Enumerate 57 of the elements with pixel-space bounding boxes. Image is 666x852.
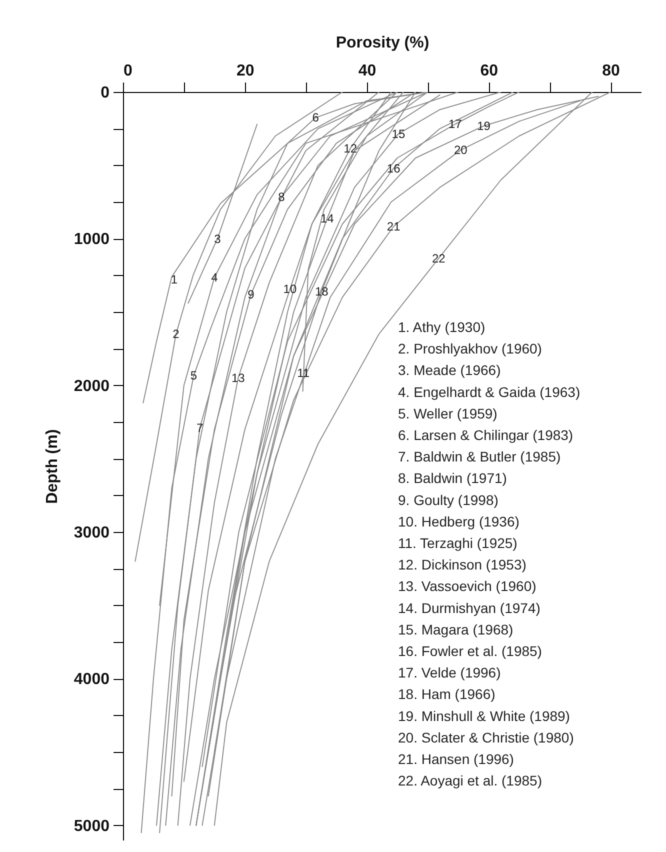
annotation: 15. Magara (1968) <box>398 621 514 638</box>
annotation: 1. Athy (1930) <box>398 319 486 335</box>
y-tick-label: 5000 <box>74 818 110 835</box>
annotation: 5 <box>190 368 198 383</box>
x-tick-label: 20 <box>236 62 254 80</box>
annotation: 16 <box>386 161 401 176</box>
annotation: 8 <box>278 190 286 204</box>
annotation: 16. Fowler et al. (1985) <box>398 643 542 659</box>
y-axis-title: Depth (m) <box>44 429 61 504</box>
annotation: 3 <box>214 232 222 246</box>
annotation: 20 <box>454 143 468 158</box>
x-axis-title: Porosity (%) <box>336 34 430 52</box>
annotation: 17. Velde (1996) <box>398 664 501 681</box>
x-tick-label: 0 <box>124 62 132 80</box>
y-tick-label: 2000 <box>74 378 110 395</box>
annotation: 9 <box>248 287 255 302</box>
x-tick-label: 40 <box>358 62 376 80</box>
annotation: 19 <box>477 118 491 133</box>
annotation: 17 <box>448 117 462 132</box>
annotation: 10. Hedberg (1936) <box>398 513 520 530</box>
x-tick-label: 60 <box>480 62 498 80</box>
annotation: 6 <box>312 110 320 125</box>
annotation: 4. Engelhardt & Gaida (1963) <box>398 384 580 400</box>
annotation: 7. Baldwin & Butler (1985) <box>398 448 561 465</box>
annotation: 12. Dickinson (1953) <box>398 556 526 573</box>
y-tick-label: 0 <box>100 84 110 102</box>
annotation: 6. Larsen & Chilingar (1983) <box>398 427 574 443</box>
annotation: 11 <box>297 366 310 380</box>
annotation: 1 <box>170 272 178 287</box>
y-tick-label: 1000 <box>74 231 110 248</box>
y-tick-label: 4000 <box>74 671 110 688</box>
annotation: 13. Vassoevich (1960) <box>398 578 536 594</box>
annotation: 7 <box>196 420 204 435</box>
annotation: 12 <box>344 141 358 156</box>
x-tick-label: 80 <box>602 62 620 80</box>
annotation: 14 <box>320 212 334 226</box>
annotation: 11. Terzaghi (1925) <box>398 535 518 551</box>
annotation: 5. Weller (1959) <box>398 405 498 422</box>
annotation: 21 <box>386 219 401 234</box>
annotation: 20. Sclater & Christie (1980) <box>398 729 574 746</box>
annotation: 21. Hansen (1996) <box>398 751 514 767</box>
annotation: 9. Goulty (1998) <box>398 492 498 508</box>
annotation: 13 <box>232 371 246 385</box>
annotation: 18 <box>314 284 329 298</box>
annotation: 22. Aoyagi et al. (1985) <box>398 772 542 789</box>
annotation: 14. Durmishyan (1974) <box>398 600 540 616</box>
annotation: 22 <box>432 251 446 266</box>
annotation: 10 <box>283 282 297 296</box>
annotation: 19. Minshull & White (1989) <box>398 708 570 724</box>
annotation: 8. Baldwin (1971) <box>398 470 507 486</box>
y-tick-label: 3000 <box>74 524 110 542</box>
annotation: 4 <box>211 270 218 285</box>
annotation: 18. Ham (1966) <box>398 686 496 702</box>
annotation: 15 <box>392 126 406 141</box>
annotation: 2 <box>172 327 180 341</box>
annotation: 3. Meade (1966) <box>398 362 501 378</box>
annotation: 2. Proshlyakhov (1960) <box>398 340 542 357</box>
